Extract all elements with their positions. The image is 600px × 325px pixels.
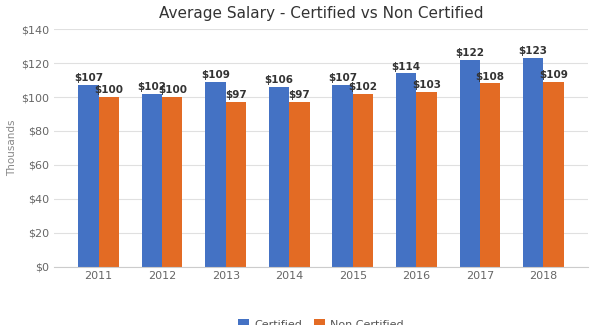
Text: $100: $100 (94, 85, 123, 95)
Text: $100: $100 (158, 85, 187, 95)
Title: Average Salary - Certified vs Non Certified: Average Salary - Certified vs Non Certif… (159, 6, 483, 21)
Text: $102: $102 (137, 82, 166, 92)
Text: $109: $109 (539, 70, 568, 80)
Text: $123: $123 (519, 46, 548, 56)
Bar (332, 85, 353, 266)
Legend: Certified, Non Certified: Certified, Non Certified (233, 315, 409, 325)
Text: $107: $107 (328, 73, 357, 84)
Text: $114: $114 (392, 62, 421, 72)
Bar (269, 87, 289, 266)
Bar (289, 102, 310, 266)
Y-axis label: Thousands: Thousands (7, 120, 17, 176)
Text: $103: $103 (412, 80, 441, 90)
Bar (205, 82, 226, 266)
Bar (226, 102, 246, 266)
Text: $106: $106 (265, 75, 293, 85)
Text: $107: $107 (74, 73, 103, 84)
Text: $109: $109 (201, 70, 230, 80)
Bar (353, 94, 373, 266)
Text: $102: $102 (349, 82, 377, 92)
Text: $122: $122 (455, 48, 484, 58)
Bar (460, 60, 480, 266)
Text: $97: $97 (225, 90, 247, 100)
Text: $108: $108 (476, 72, 505, 82)
Bar (544, 82, 564, 266)
Bar (78, 85, 98, 266)
Text: $97: $97 (289, 90, 310, 100)
Bar (480, 84, 500, 266)
Bar (396, 73, 416, 266)
Bar (142, 94, 162, 266)
Bar (416, 92, 437, 266)
Bar (98, 97, 119, 266)
Bar (523, 58, 544, 266)
Bar (162, 97, 182, 266)
